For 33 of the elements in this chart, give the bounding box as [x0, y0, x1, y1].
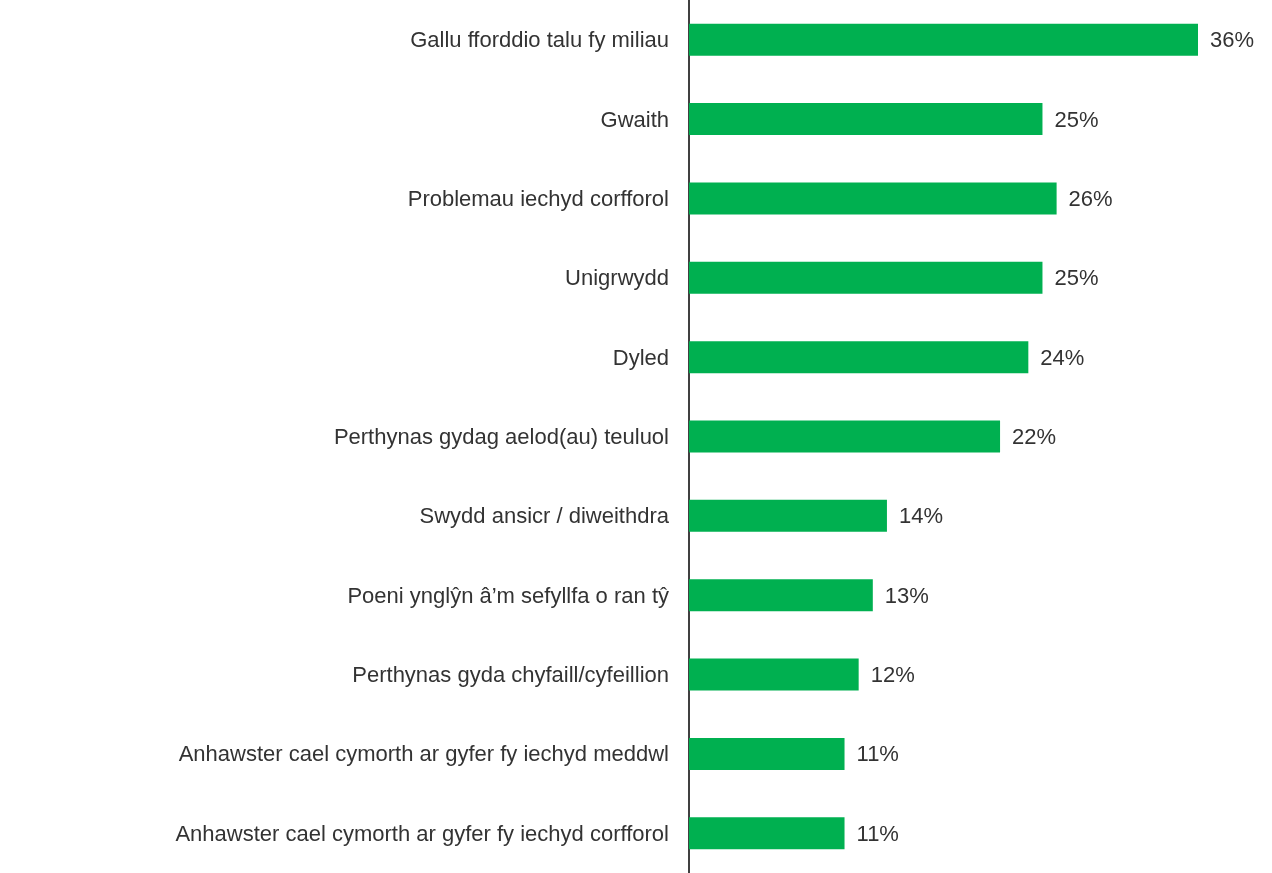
bar — [689, 737, 845, 770]
y-tick-label: Unigrwydd — [565, 265, 669, 291]
data-label: 13% — [884, 582, 929, 608]
bar — [689, 658, 859, 691]
data-label: 24% — [1040, 344, 1085, 370]
bar — [689, 420, 1001, 453]
bar — [689, 341, 1029, 374]
y-tick-label: Perthynas gydag aelod(au) teuluol — [333, 424, 669, 449]
data-label: 26% — [1068, 185, 1113, 211]
y-tick-label: Problemau iechyd corfforol — [407, 185, 669, 211]
bar — [689, 103, 1043, 136]
y-tick-label: Gallu fforddio talu fy miliau — [410, 27, 669, 53]
bar — [689, 182, 1057, 215]
data-label: 25% — [1054, 106, 1099, 132]
y-tick-label: Anhawster cael cymorth ar gyfer fy iechyd corfforol — [175, 820, 669, 846]
y-tick-label: Dyled — [612, 344, 669, 370]
data-label: 12% — [870, 662, 915, 688]
bar — [689, 579, 873, 612]
y-tick-label: Gwaith — [600, 106, 669, 132]
bar — [689, 23, 1198, 56]
bar — [689, 261, 1043, 294]
data-label: 11% — [856, 741, 899, 767]
data-label: 25% — [1054, 265, 1099, 291]
y-tick-label: Swydd ansicr / diweithdra — [419, 503, 670, 529]
data-label: 36% — [1210, 27, 1255, 53]
y-tick-label: Poeni ynglŷn â’m sefyllfa o ran tŷ — [347, 582, 669, 608]
data-label: 14% — [898, 503, 943, 529]
y-tick-label: Perthynas gyda chyfaill/cyfeillion — [352, 662, 669, 688]
data-label: 11% — [856, 820, 899, 846]
bar — [689, 499, 887, 532]
y-tick-label: Anhawster cael cymorth ar gyfer fy iechyd meddwl — [178, 741, 669, 767]
data-label: 22% — [1012, 424, 1057, 449]
bar — [689, 817, 845, 850]
